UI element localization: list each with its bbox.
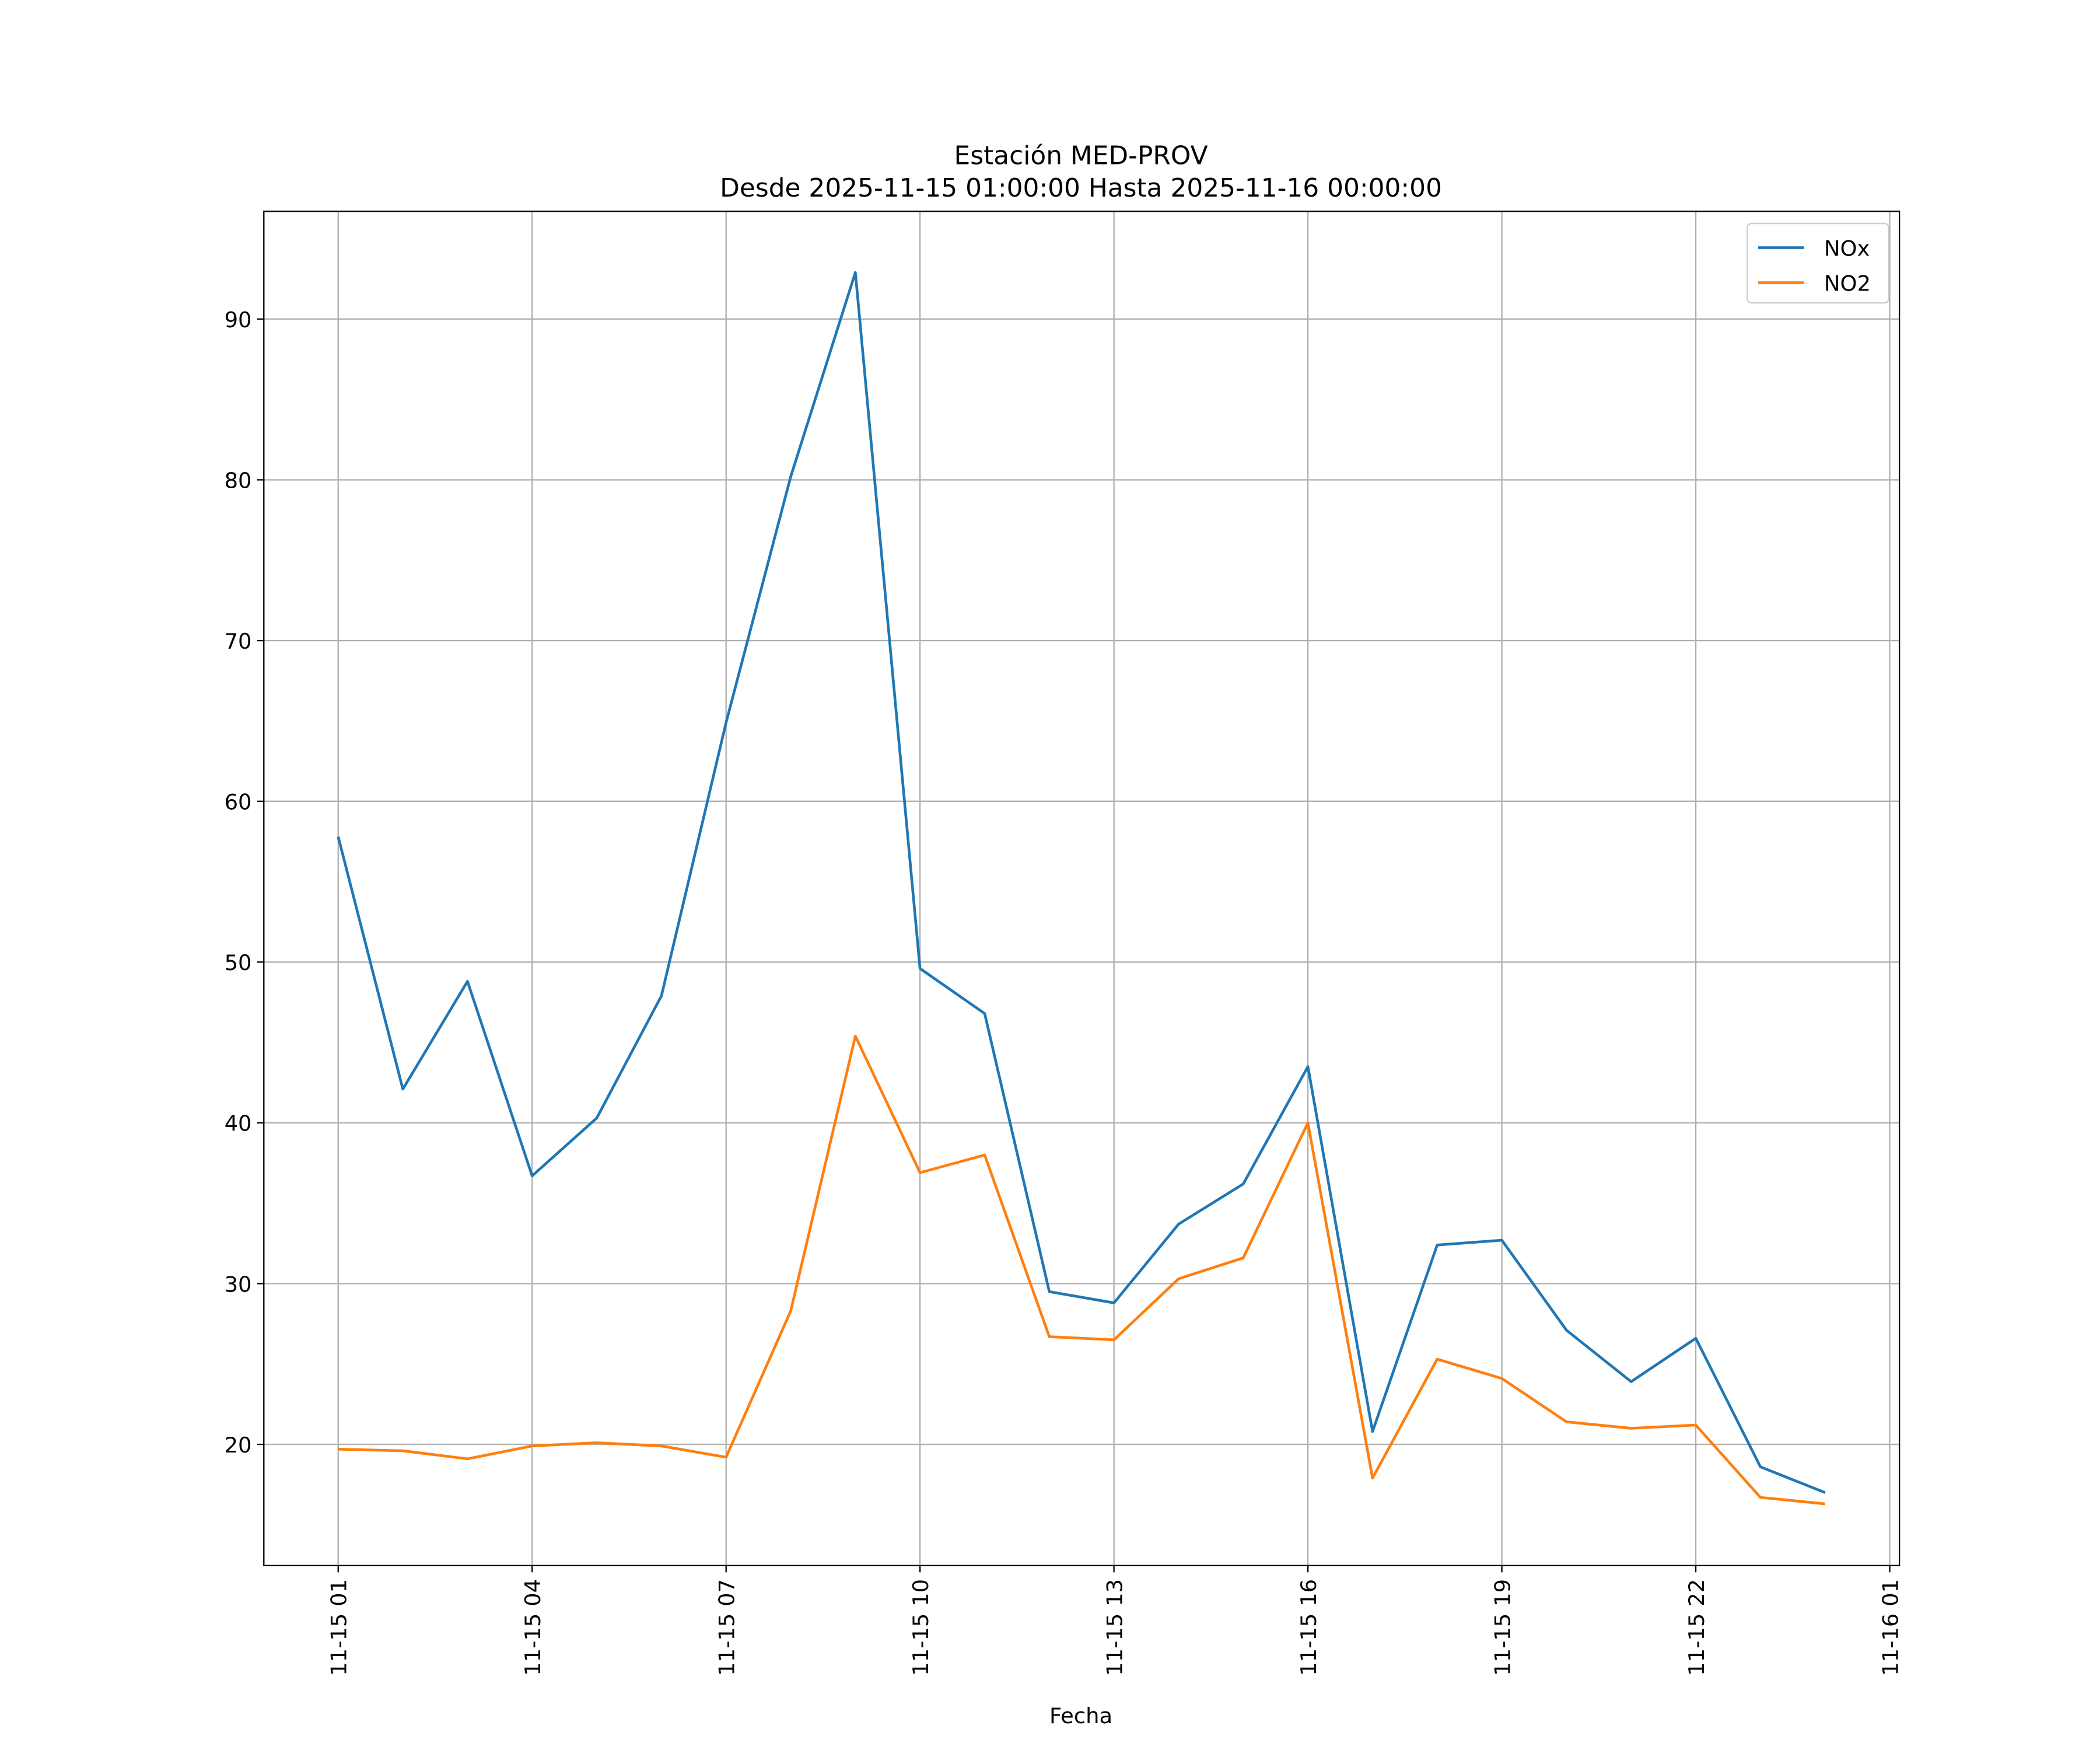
- x-tick-label: 11-15 01: [327, 1579, 352, 1676]
- chart-title: Estación MED-PROV: [954, 141, 1208, 171]
- x-axis-label: Fecha: [1049, 1703, 1112, 1728]
- x-tick-label: 11-15 19: [1490, 1579, 1515, 1676]
- grid: [264, 211, 1900, 1566]
- legend-label-nox: NOx: [1824, 236, 1870, 261]
- series-line-no2: [338, 1034, 1825, 1506]
- plot-area-frame: [263, 211, 1901, 1566]
- y-tick-label: 20: [225, 1433, 252, 1458]
- x-tick-label: 11-15 10: [908, 1579, 933, 1676]
- x-tick-label: 11-16 01: [1878, 1579, 1903, 1676]
- y-tick-label: 50: [225, 950, 252, 975]
- x-tick-label: 11-15 07: [715, 1579, 740, 1676]
- series-line-nox: [337, 271, 1826, 1494]
- y-tick-label: 90: [225, 307, 252, 332]
- chart-subtitle: Desde 2025-11-15 01:00:00 Hasta 2025-11-…: [720, 173, 1442, 203]
- y-axis: 20 30 40 50 60 70 80 90: [225, 307, 264, 1458]
- x-axis: 11-15 01 11-15 04 11-15 07 11-15 10 11-15 13…: [327, 1565, 1903, 1676]
- y-tick-label: 80: [225, 468, 252, 493]
- legend: NOx NO2: [1746, 222, 1889, 304]
- y-tick-label: 70: [225, 629, 252, 654]
- y-tick-label: 40: [225, 1111, 252, 1136]
- x-tick-label: 11-15 22: [1684, 1579, 1709, 1676]
- x-tick-label: 11-15 13: [1102, 1579, 1127, 1676]
- x-tick-label: 11-15 16: [1296, 1579, 1321, 1676]
- legend-label-no2: NO2: [1824, 271, 1871, 296]
- x-tick-label: 11-15 04: [520, 1579, 545, 1676]
- y-tick-label: 30: [225, 1272, 252, 1297]
- y-tick-label: 60: [225, 790, 252, 815]
- series-lines: [337, 271, 1826, 1506]
